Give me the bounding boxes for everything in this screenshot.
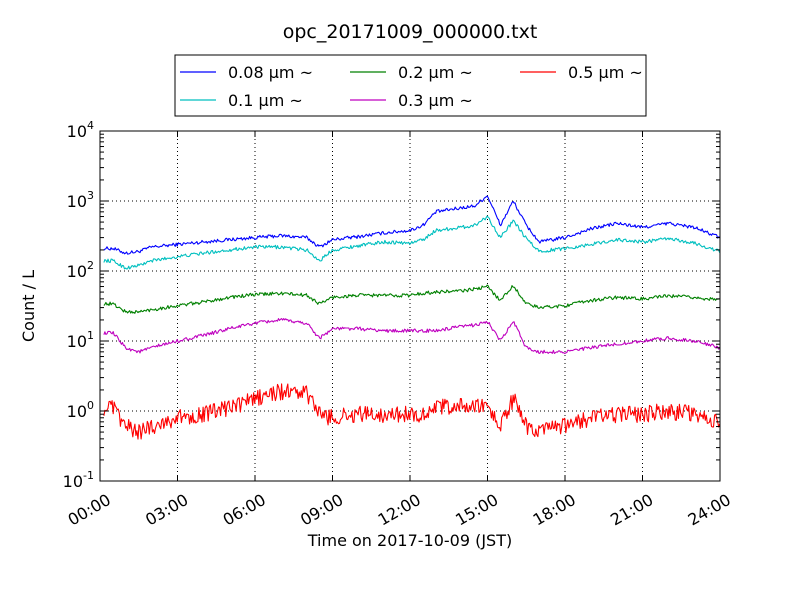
y-axis-label: Count / L xyxy=(19,270,38,342)
y-tick-base: 10 xyxy=(67,122,87,141)
series-line xyxy=(103,318,721,355)
y-tick-label: 104 xyxy=(67,119,94,141)
y-tick-base: 10 xyxy=(67,262,87,281)
y-tick-base: 10 xyxy=(67,332,87,351)
y-tick-label: 102 xyxy=(67,259,94,281)
series-line xyxy=(103,284,720,314)
chart-title: opc_20171009_000000.txt xyxy=(283,21,538,43)
y-tick-base: 10 xyxy=(67,192,87,211)
y-tick-label: 103 xyxy=(67,189,94,211)
series-line xyxy=(103,215,721,270)
ticks xyxy=(99,130,721,482)
series-line xyxy=(103,195,721,255)
y-tick-exponent: 0 xyxy=(87,399,94,412)
legend-box xyxy=(174,54,647,117)
x-axis-label: Time on 2017-10-09 (JST) xyxy=(307,531,512,550)
y-tick-exponent: 3 xyxy=(87,189,94,202)
y-tick-label: 101 xyxy=(67,329,94,351)
y-tick-exponent: 4 xyxy=(87,119,94,132)
y-tick-base: 10 xyxy=(67,402,87,421)
legend-label: 0.5 µm ~ xyxy=(568,63,643,82)
legend-label: 0.2 µm ~ xyxy=(398,63,473,82)
legend-label: 0.3 µm ~ xyxy=(398,91,473,110)
y-tick-label: 10-1 xyxy=(63,469,94,491)
legend-label: 0.08 µm ~ xyxy=(228,63,313,82)
y-tick-base: 10 xyxy=(63,472,83,491)
y-tick-exponent: 2 xyxy=(87,259,94,272)
y-tick-exponent: -1 xyxy=(83,469,94,482)
series-lines xyxy=(103,195,721,440)
y-tick-exponent: 1 xyxy=(87,329,94,342)
y-tick-label: 100 xyxy=(67,399,94,421)
legend-label: 0.1 µm ~ xyxy=(228,91,303,110)
legend: 0.08 µm ~ 0.2 µm ~ 0.5 µm ~ 0.1 µm ~ 0.3 µm … xyxy=(174,54,647,117)
series-line xyxy=(103,383,721,440)
